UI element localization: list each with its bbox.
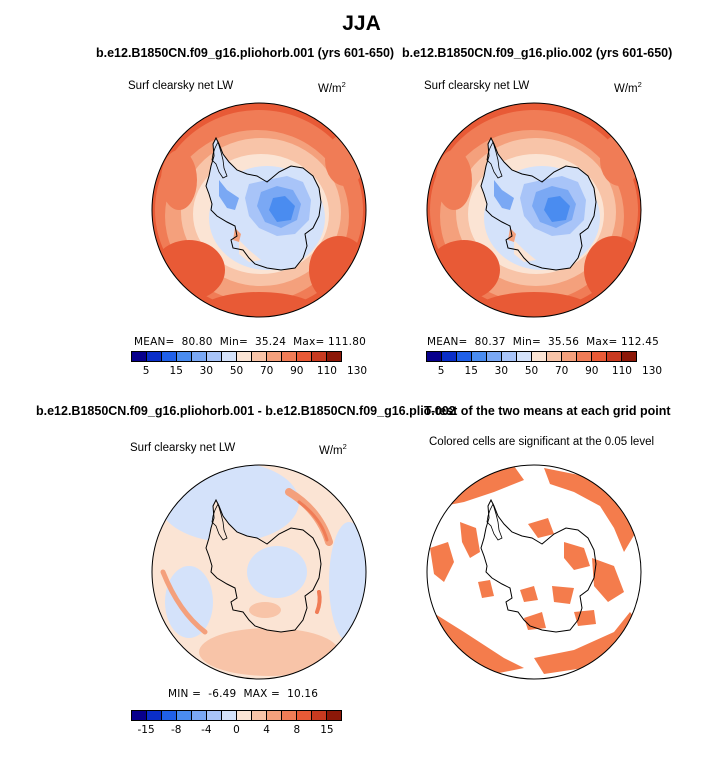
colorbar-swatch	[532, 352, 547, 361]
colorbar-swatch	[267, 711, 282, 720]
colorbar-swatch	[592, 352, 607, 361]
colorbar-swatch	[237, 352, 252, 361]
panel-2-units: W/m2	[614, 80, 642, 95]
colorbar-tick-label: 0	[233, 724, 240, 736]
colorbar-tick-label: 90	[585, 365, 599, 377]
colorbar-swatch	[562, 352, 577, 361]
colorbar-swatch	[472, 352, 487, 361]
colorbar-tick-label: -4	[201, 724, 212, 736]
colorbar-swatch	[222, 352, 237, 361]
panel-1-units: W/m2	[318, 80, 346, 95]
colorbar-swatch	[177, 352, 192, 361]
colorbar-swatch	[252, 711, 267, 720]
colorbar-swatch	[297, 352, 312, 361]
colorbar-tick-label: 110	[316, 365, 337, 377]
colorbar-swatch	[622, 352, 636, 361]
colorbar-tick-label: 70	[554, 365, 569, 377]
colorbar-swatch	[207, 711, 222, 720]
panel-4-subtitle: Colored cells are significant at the 0.0…	[429, 436, 655, 448]
panel-1-colorbar	[131, 351, 342, 362]
colorbar-swatch	[237, 711, 252, 720]
figure-title: JJA	[342, 12, 381, 35]
colorbar-swatch	[502, 352, 517, 361]
colorbar-swatch	[282, 352, 297, 361]
colorbar-tick-label: 130	[347, 365, 368, 377]
colorbar-tick-label: 15	[320, 724, 334, 736]
colorbar-tick-label: 130	[642, 365, 663, 377]
panel-4-significance-map	[426, 464, 642, 680]
panel-1-polar-map	[151, 102, 367, 318]
colorbar-swatch	[147, 711, 162, 720]
panel-2-subtitle: Surf clearsky net LW	[424, 80, 530, 92]
colorbar-tick-label: 4	[263, 724, 270, 736]
colorbar-tick-label: 15	[169, 365, 183, 377]
panel-2-colorbar-labels: 5 15 30 50 70 90 110 130	[426, 365, 662, 379]
panel-1-colorbar-labels: 5 15 30 50 70 90 110 130	[131, 365, 367, 379]
colorbar-tick-label: -15	[137, 724, 155, 736]
colorbar-swatch	[517, 352, 532, 361]
colorbar-tick-label: 5	[142, 365, 150, 377]
colorbar-swatch	[577, 352, 592, 361]
colorbar-swatch	[327, 352, 341, 361]
panel-1-stats: MEAN= 80.80 Min= 35.24 Max= 111.80	[134, 336, 366, 348]
panel-3-polar-map	[151, 464, 367, 680]
panel-2-title: b.e12.B1850CN.f09_g16.plio.002 (yrs 601-…	[402, 46, 673, 60]
panel-3-stats: MIN = -6.49 MAX = 10.16	[168, 688, 319, 700]
colorbar-tick-label: 5	[437, 365, 445, 377]
colorbar-swatch	[297, 711, 312, 720]
colorbar-tick-label: 15	[464, 365, 478, 377]
colorbar-swatch	[252, 352, 267, 361]
colorbar-swatch	[547, 352, 562, 361]
colorbar-swatch	[312, 711, 327, 720]
panel-3-colorbar	[131, 710, 342, 721]
panel-4-title: T-test of the two means at each grid poi…	[424, 404, 671, 418]
panel-1-title: b.e12.B1850CN.f09_g16.pliohorb.001 (yrs …	[96, 46, 395, 60]
colorbar-swatch	[487, 352, 502, 361]
colorbar-tick-label: 90	[290, 365, 304, 377]
panel-2-stats: MEAN= 80.37 Min= 35.56 Max= 112.45	[427, 336, 659, 348]
panel-3-title: b.e12.B1850CN.f09_g16.pliohorb.001 - b.e…	[36, 404, 456, 418]
panel-3-units: W/m2	[319, 442, 347, 457]
colorbar-swatch	[607, 352, 622, 361]
colorbar-swatch	[147, 352, 162, 361]
colorbar-swatch	[267, 352, 282, 361]
colorbar-swatch	[132, 711, 147, 720]
colorbar-swatch	[282, 711, 297, 720]
panel-1-subtitle: Surf clearsky net LW	[128, 80, 234, 92]
colorbar-swatch	[162, 352, 177, 361]
colorbar-swatch	[207, 352, 222, 361]
colorbar-tick-label: 30	[494, 365, 509, 377]
colorbar-tick-label: 8	[293, 724, 301, 736]
panel-2-colorbar	[426, 351, 637, 362]
colorbar-swatch	[192, 711, 207, 720]
colorbar-tick-label: 30	[199, 365, 214, 377]
colorbar-tick-label: 110	[611, 365, 632, 377]
panel-2-polar-map	[426, 102, 642, 318]
colorbar-swatch	[427, 352, 442, 361]
colorbar-tick-label: 50	[524, 365, 539, 377]
colorbar-swatch	[192, 352, 207, 361]
colorbar-swatch	[327, 711, 341, 720]
colorbar-swatch	[222, 711, 237, 720]
colorbar-swatch	[457, 352, 472, 361]
colorbar-swatch	[132, 352, 147, 361]
colorbar-tick-label: 50	[229, 365, 244, 377]
colorbar-swatch	[162, 711, 177, 720]
panel-3-subtitle: Surf clearsky net LW	[130, 442, 236, 454]
panel-3-colorbar-labels: -15 -8 -4 0 4 8 15	[131, 724, 342, 738]
colorbar-swatch	[312, 352, 327, 361]
colorbar-swatch	[177, 711, 192, 720]
colorbar-swatch	[442, 352, 457, 361]
colorbar-tick-label: 70	[259, 365, 274, 377]
colorbar-tick-label: -8	[170, 724, 182, 736]
